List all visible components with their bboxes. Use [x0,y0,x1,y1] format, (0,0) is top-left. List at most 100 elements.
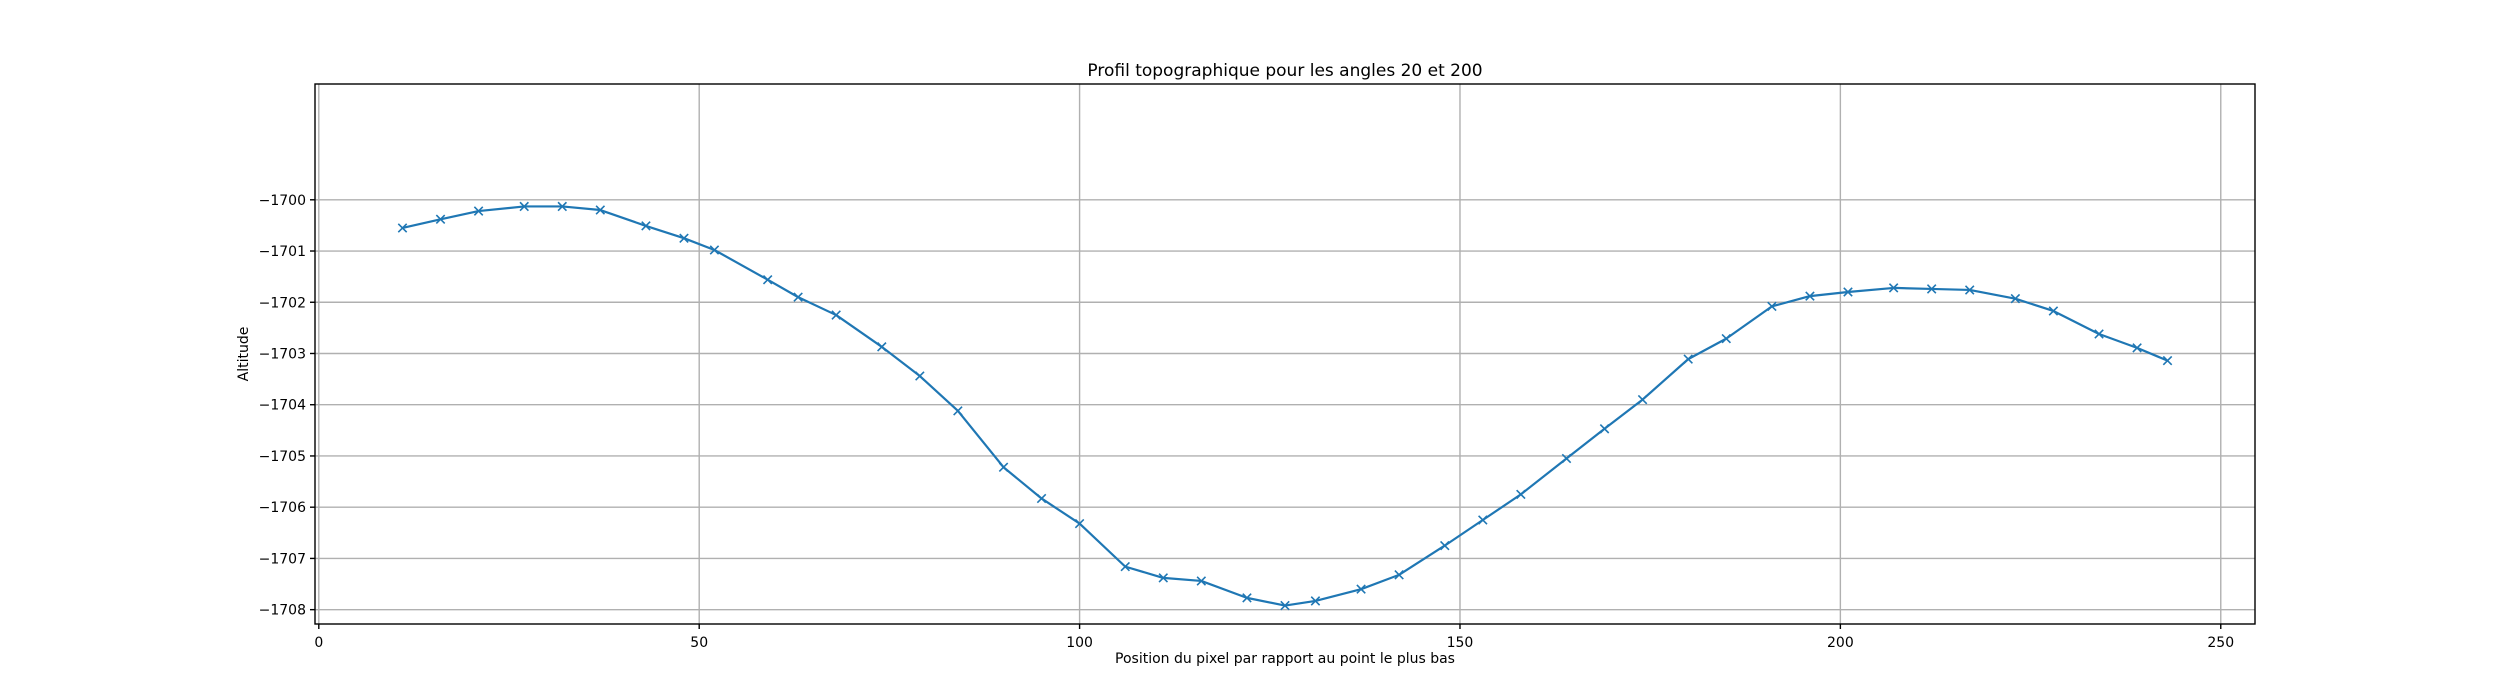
data-point-stroke [1599,424,1610,434]
data-point-stroke [1721,333,1732,344]
chart-title: Profil topographique pour les angles 20 … [1087,61,1482,81]
data-point-stroke [998,462,1009,472]
data-point [2048,306,2059,316]
data-point-stroke [1356,584,1366,594]
data-point-stroke [397,223,408,233]
data-point [1888,283,1899,293]
data-point [762,274,773,285]
x-tick-label: 250 [2207,635,2234,651]
data-point-stroke [1767,301,1777,312]
data-point [1280,600,1290,611]
data-point [709,245,720,255]
y-tick-label: −1701 [259,244,306,260]
data-point [2162,355,2173,366]
data-point-stroke [831,310,841,320]
data-point [1478,515,1488,525]
data-point-stroke [2010,293,2021,304]
data-point [435,214,446,225]
data-point-stroke [1888,283,1899,293]
data-point-stroke [1683,354,1693,364]
data-point-stroke [2132,343,2142,353]
data-point-stroke [953,406,963,416]
data-point-stroke [1516,489,1526,500]
data-point-stroke [1120,561,1131,572]
data-point-stroke [679,233,689,243]
data-point [1721,333,1732,344]
data-point [1394,570,1404,580]
data-point [831,310,841,320]
data-point [1843,287,1853,297]
y-tick-label: −1702 [259,295,306,311]
data-point-stroke [2162,355,2173,366]
data-point [679,233,689,243]
series-layer [397,201,2173,611]
data-point [2094,329,2104,339]
data-point-stroke [1280,600,1290,611]
data-point [1926,284,1937,294]
data-point [557,201,568,212]
y-tick-label: −1705 [259,449,306,465]
plot-frame [314,83,2256,625]
data-point-stroke [793,292,803,302]
data-point [1120,561,1131,572]
data-point [1637,394,1648,405]
y-tick-label: −1707 [259,551,306,567]
data-point [519,201,529,212]
data-point [595,205,606,215]
data-point [793,292,803,302]
data-point-stroke [1036,493,1047,504]
x-axis-label: Position du pixel par rapport au point l… [1115,651,1455,667]
y-tick-label: −1704 [259,398,306,414]
data-point [473,206,484,216]
y-tick-label: −1708 [259,603,306,619]
data-point-stroke [1478,515,1488,525]
data-point-stroke [762,274,773,285]
data-point-stroke [915,371,925,381]
data-point-stroke [877,342,887,352]
data-point [2010,293,2021,304]
y-tick-label: −1703 [259,346,306,362]
data-point-stroke [1561,453,1572,464]
data-point-stroke [595,205,606,215]
data-point-stroke [2048,306,2059,316]
data-point [1561,453,1572,464]
data-point [1036,493,1047,504]
data-point [1158,573,1169,583]
y-tick-label: −1706 [259,500,306,516]
data-point-stroke [435,214,446,225]
data-point [1356,584,1366,594]
tick-layer: 0 50 100 150 200 250 −1700 −1701 −1702 −1703 −1704… [259,193,2234,651]
data-point [1805,291,1815,301]
data-point-stroke [1637,394,1648,405]
data-point [998,462,1009,472]
data-point [641,221,651,231]
data-point-stroke [1843,287,1853,297]
x-tick-label: 100 [1066,635,1093,651]
data-point [877,342,887,352]
y-axis-label: Altitude [236,327,252,382]
data-point-stroke [557,201,568,212]
data-point-stroke [473,206,484,216]
data-point-stroke [1439,540,1450,551]
series-line [402,205,2168,607]
x-tick-label: 150 [1447,635,1474,651]
data-point [1242,593,1252,603]
data-point [397,223,408,233]
data-point [1074,518,1085,529]
data-point [1196,576,1207,586]
grid-layer [315,84,2255,624]
x-tick-label: 0 [314,635,323,651]
data-point-stroke [1805,291,1815,301]
data-point-stroke [1074,518,1085,529]
data-point [2132,343,2142,353]
data-point-stroke [1964,285,1975,295]
data-point-stroke [1394,570,1404,580]
data-point [1683,354,1693,364]
data-point-stroke [1926,284,1937,294]
data-point [1599,424,1610,434]
data-point-stroke [1196,576,1207,586]
y-tick-label: −1700 [259,193,306,209]
data-point-stroke [2094,329,2104,339]
data-point [1964,285,1975,295]
